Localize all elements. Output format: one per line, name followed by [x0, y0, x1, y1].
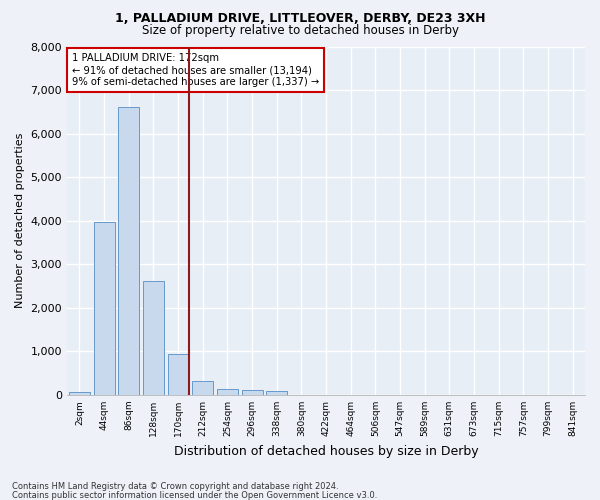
- Text: Size of property relative to detached houses in Derby: Size of property relative to detached ho…: [142, 24, 458, 37]
- Bar: [192, 382, 213, 395]
- Y-axis label: Number of detached properties: Number of detached properties: [15, 133, 25, 308]
- Bar: [69, 392, 90, 395]
- Bar: [242, 390, 263, 395]
- Bar: [266, 390, 287, 395]
- Bar: [143, 281, 164, 395]
- Text: Contains HM Land Registry data © Crown copyright and database right 2024.: Contains HM Land Registry data © Crown c…: [12, 482, 338, 491]
- Text: 1 PALLADIUM DRIVE: 172sqm
← 91% of detached houses are smaller (13,194)
9% of se: 1 PALLADIUM DRIVE: 172sqm ← 91% of detac…: [72, 54, 319, 86]
- Text: Contains public sector information licensed under the Open Government Licence v3: Contains public sector information licen…: [12, 490, 377, 500]
- Text: 1, PALLADIUM DRIVE, LITTLEOVER, DERBY, DE23 3XH: 1, PALLADIUM DRIVE, LITTLEOVER, DERBY, D…: [115, 12, 485, 26]
- Bar: [118, 106, 139, 395]
- Bar: [94, 222, 115, 395]
- X-axis label: Distribution of detached houses by size in Derby: Distribution of detached houses by size …: [174, 444, 478, 458]
- Bar: [167, 354, 188, 395]
- Bar: [217, 390, 238, 395]
